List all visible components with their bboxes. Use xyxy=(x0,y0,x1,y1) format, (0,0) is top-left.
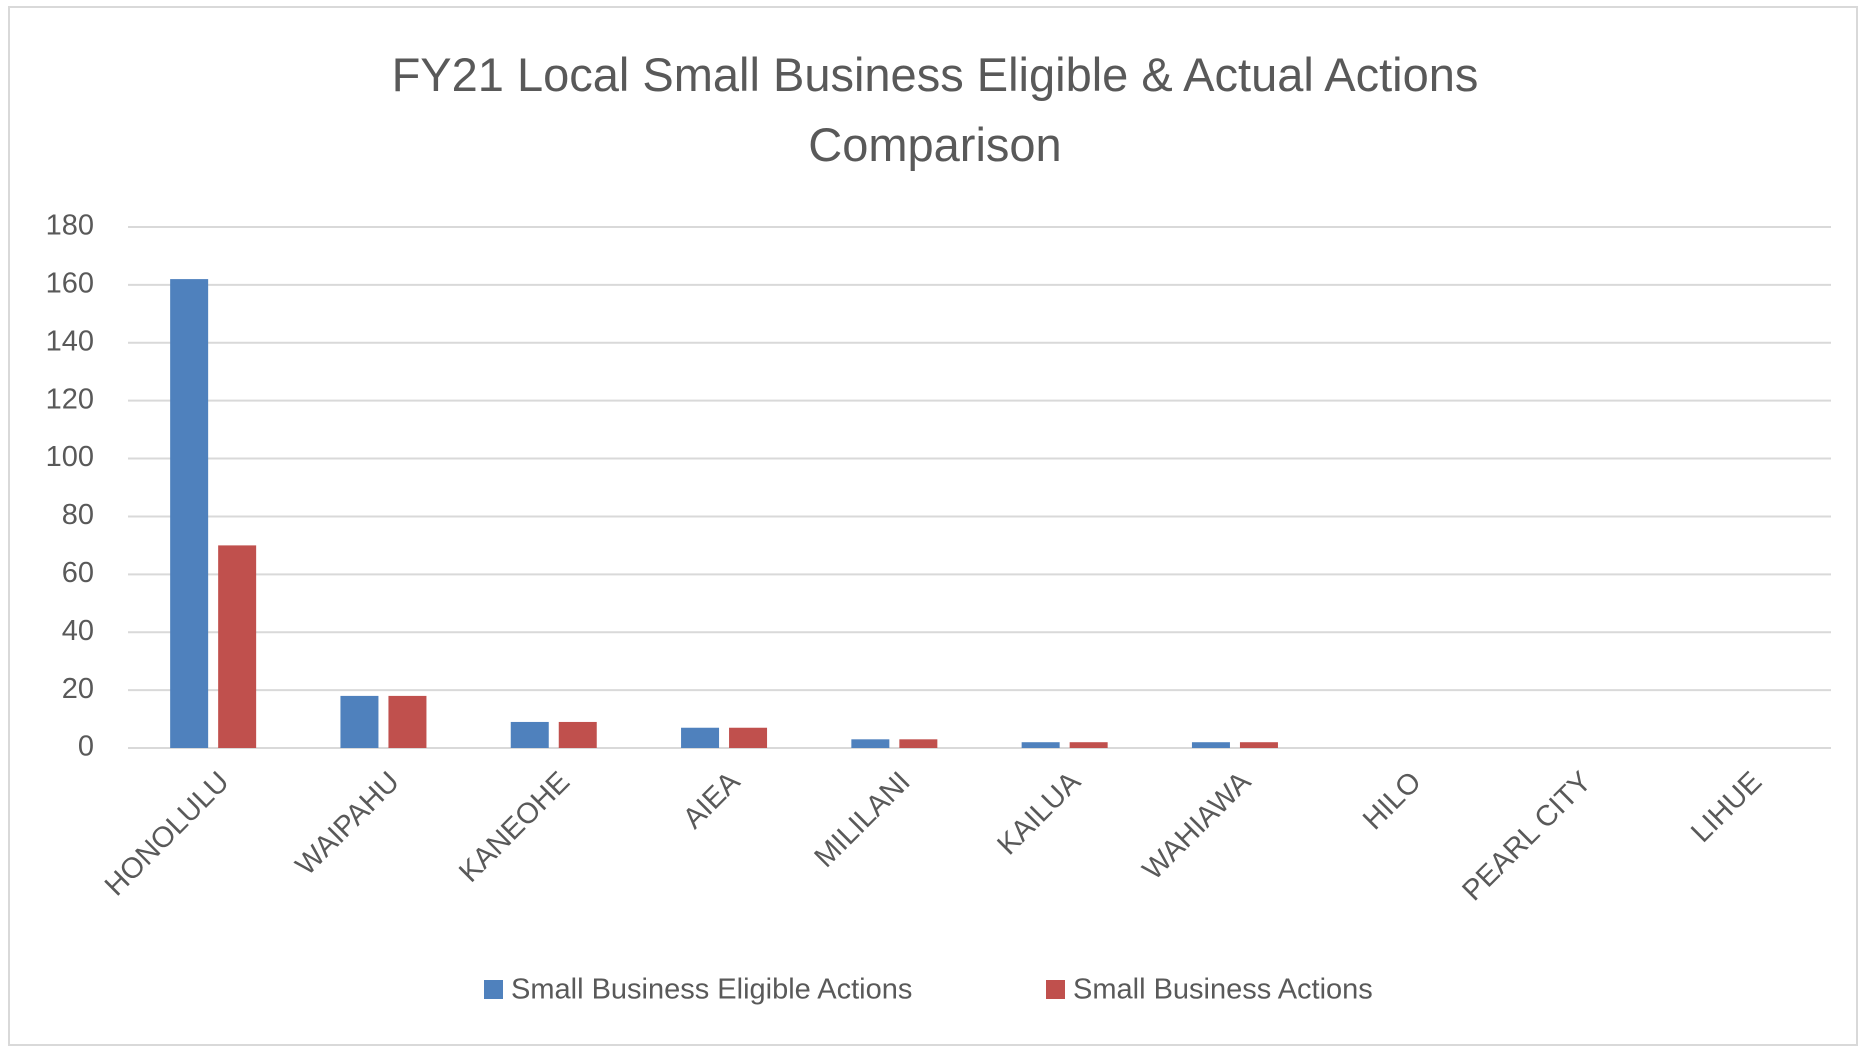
y-tick-label: 100 xyxy=(46,441,94,473)
x-tick-label: WAIPAHU xyxy=(290,766,406,882)
bar xyxy=(1191,742,1230,748)
bar xyxy=(729,727,768,748)
bar xyxy=(218,545,257,748)
x-tick-label: LIHUE xyxy=(1685,766,1768,849)
x-tick-label: WAHIAWA xyxy=(1137,765,1258,886)
bar xyxy=(170,279,209,748)
y-tick-label: 40 xyxy=(62,615,94,647)
legend-label: Small Business Eligible Actions xyxy=(511,974,912,1006)
x-tick-label: HONOLULU xyxy=(99,766,236,903)
x-tick-label: KANEOHE xyxy=(453,766,576,889)
legend-swatch xyxy=(484,980,503,999)
y-tick-label: 80 xyxy=(62,499,94,531)
y-tick-label: 120 xyxy=(46,383,94,415)
chart-frame xyxy=(8,6,1858,1046)
y-tick-label: 180 xyxy=(46,210,94,242)
y-tick-label: 20 xyxy=(62,673,94,705)
bar xyxy=(340,695,379,748)
x-tick-label: KAILUA xyxy=(991,765,1087,861)
bar xyxy=(899,739,938,748)
bar xyxy=(681,727,720,748)
chart-title: FY21 Local Small Business Eligible & Act… xyxy=(391,48,1479,171)
y-tick-label: 140 xyxy=(46,325,94,357)
bar xyxy=(1069,742,1108,748)
bar xyxy=(558,721,597,748)
x-tick-label: HILO xyxy=(1357,766,1427,836)
legend-swatch xyxy=(1046,980,1065,999)
x-tick-label: PEARL CITY xyxy=(1456,766,1598,908)
y-tick-label: 60 xyxy=(62,557,94,589)
y-tick-label: 0 xyxy=(78,731,94,763)
bar xyxy=(1021,742,1060,748)
x-tick-label: MILILANI xyxy=(809,766,917,874)
bar xyxy=(510,721,549,748)
x-tick-label: AIEA xyxy=(677,765,747,835)
bar xyxy=(388,695,427,748)
bar xyxy=(1239,742,1278,748)
bar xyxy=(851,739,890,748)
y-tick-label: 160 xyxy=(46,268,94,300)
legend-label: Small Business Actions xyxy=(1073,974,1373,1006)
